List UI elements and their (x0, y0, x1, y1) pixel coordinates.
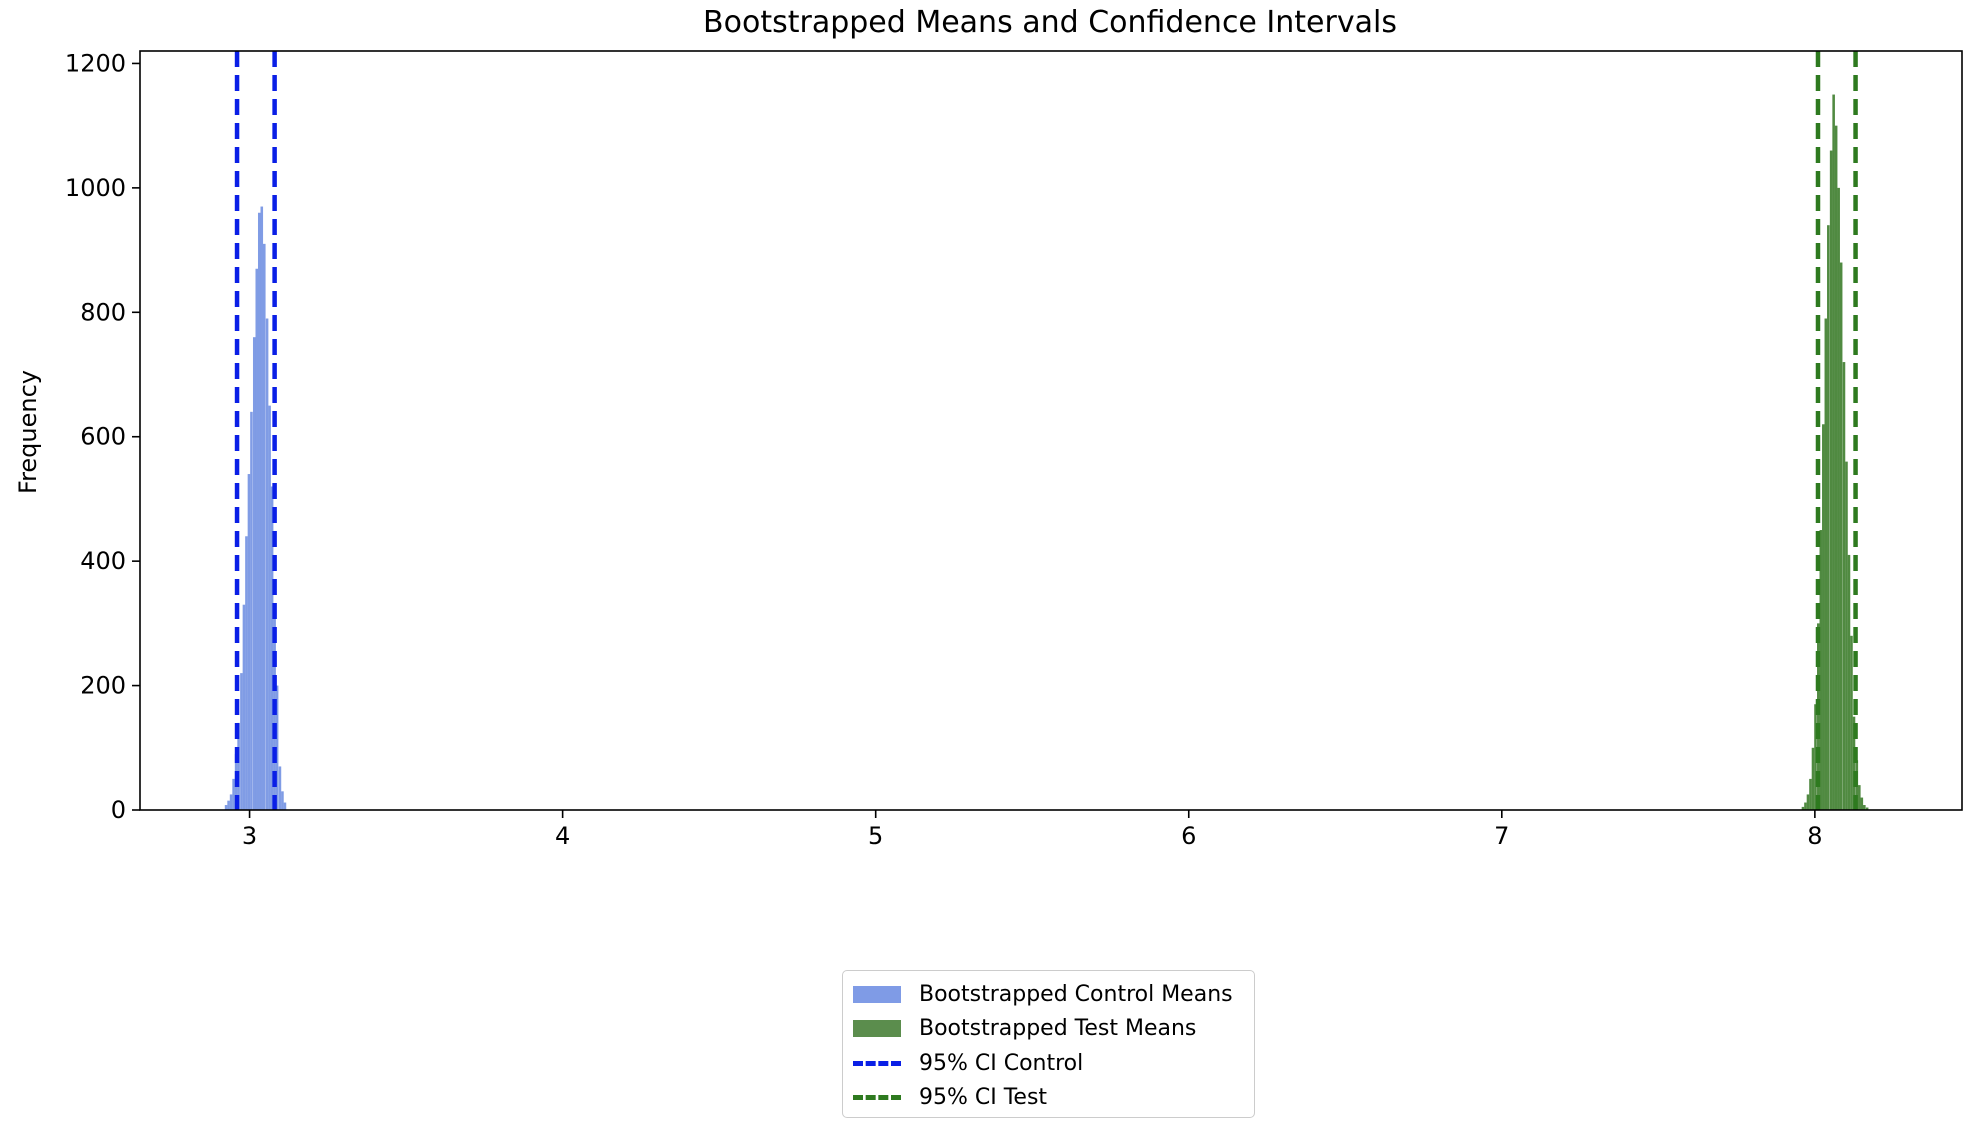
legend-label: Bootstrapped Control Means (919, 981, 1233, 1007)
bootstrapped-test-means-bar (1837, 187, 1840, 811)
bootstrapped-test-means-bar (1860, 797, 1864, 810)
bootstrapped-control-means-bar (260, 206, 264, 811)
x-tick-label: 4 (555, 822, 570, 850)
bootstrapped-test-means-bar (1852, 716, 1856, 810)
bootstrapped-test-means-bar (1832, 94, 1835, 810)
y-tick-label: 400 (80, 547, 126, 575)
bootstrapped-control-means-bar (245, 536, 248, 810)
bootstrapped-test-means-bar (1819, 530, 1823, 810)
x-tick-label: 7 (1494, 822, 1509, 850)
bootstrapped-control-means-bar (268, 405, 271, 810)
bootstrapped-control-means-bar (255, 268, 259, 810)
bootstrapped-test-means-bar (1850, 635, 1853, 810)
bootstrapped-test-means-bar (1827, 225, 1830, 810)
y-tick-label: 800 (80, 298, 126, 326)
bootstrapped-test-means-bar (1804, 802, 1807, 810)
ci-test-line-sample (853, 1095, 901, 1101)
test-means-swatch (853, 1020, 901, 1038)
bootstrapped-control-means-bar (229, 794, 233, 810)
bootstrapped-test-means-bar (1829, 150, 1833, 810)
bootstrapped-control-means-bar (283, 802, 287, 810)
x-tick-label: 8 (1807, 822, 1822, 850)
bootstrapped-control-means-bar (281, 791, 284, 810)
bootstrapped-test-means-bar (1801, 806, 1805, 810)
x-tick-label: 5 (868, 822, 883, 850)
axis-ticks: 3 4 5 6 7 8 0 200 400 600 800 1000 1200 (65, 49, 1823, 850)
ci-lines (234, 51, 1858, 810)
bootstrapped-test-means-bar (1839, 262, 1843, 810)
bootstrapped-test-means-bar (1845, 461, 1848, 810)
legend-label: 95% CI Control (919, 1050, 1084, 1076)
y-tick-label: 200 (80, 672, 126, 700)
bootstrapped-test-means-bar (1814, 704, 1817, 810)
ci-control-line-sample (853, 1060, 901, 1066)
bootstrapped-test-means-bar (1806, 794, 1810, 810)
bootstrapped-control-means-bar (265, 318, 269, 810)
bootstrapped-test-means-bar (1809, 778, 1812, 810)
bootstrapped-test-means-bar (1824, 318, 1828, 810)
bootstrapped-control-means-bar (242, 604, 246, 810)
bootstrapped-control-means-bar (224, 805, 228, 810)
legend-item-ci-test: 95% CI Test (853, 1081, 1244, 1116)
x-tick-label: 3 (242, 822, 257, 850)
y-tick-label: 600 (80, 423, 126, 451)
bootstrapped-control-means-bar (227, 800, 230, 810)
legend-label: 95% CI Test (919, 1085, 1048, 1111)
plot-frame (139, 50, 1963, 811)
x-tick-label: 6 (1181, 822, 1196, 850)
bootstrapped-control-means-bar (263, 243, 266, 810)
bootstrapped-control-means-bar (247, 474, 251, 810)
chart-title: Bootstrapped Means and Confidence Interv… (703, 5, 1397, 40)
histogram-bars (224, 94, 1869, 811)
y-tick-label: 1000 (65, 174, 126, 202)
bootstrapped-test-means-bar (1858, 785, 1861, 810)
bootstrapped-control-means-bar (275, 685, 279, 810)
bootstrapped-test-means-bar (1817, 623, 1820, 810)
bootstrapped-control-means-bar (237, 722, 240, 810)
legend-item-test-means: Bootstrapped Test Means (853, 1012, 1244, 1047)
bootstrapped-test-means-bar (1847, 554, 1851, 810)
legend-label: Bootstrapped Test Means (919, 1016, 1197, 1042)
bootstrapped-test-means-bar (1834, 125, 1838, 810)
bootstrapped-control-means-bar (278, 766, 282, 810)
bootstrapped-test-means-bar (1863, 805, 1866, 810)
bootstrapped-test-means-bar (1811, 747, 1815, 810)
control-means-swatch (853, 985, 901, 1003)
y-axis-label: Frequency (14, 370, 42, 494)
legend-item-control-means: Bootstrapped Control Means (853, 977, 1244, 1012)
bootstrapped-control-means-bar (240, 673, 243, 810)
y-tick-label: 0 (111, 796, 126, 824)
bootstrapped-test-means-bar (1842, 362, 1846, 810)
bootstrapped-control-means-bar (250, 411, 253, 810)
legend: Bootstrapped Control Means Bootstrapped … (842, 970, 1255, 1118)
legend-item-ci-control: 95% CI Control (853, 1046, 1244, 1081)
y-tick-label: 1200 (65, 49, 126, 77)
bootstrapped-control-means-bar (257, 212, 261, 811)
bootstrapped-control-means-bar (270, 486, 274, 810)
bootstrapped-control-means-bar (232, 778, 235, 810)
bootstrapped-test-means-bar (1822, 424, 1825, 810)
bootstrapped-test-means-bar (1865, 807, 1869, 810)
bootstrapped-control-means-bar (252, 337, 256, 810)
